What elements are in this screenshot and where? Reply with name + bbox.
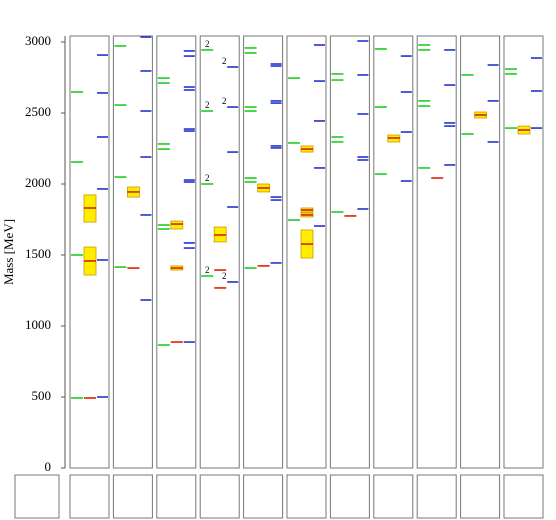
panel bbox=[329, 35, 370, 469]
y-tick-label: 1500 bbox=[25, 246, 51, 261]
empty-box bbox=[112, 474, 153, 519]
panel bbox=[503, 35, 544, 469]
empty-box bbox=[329, 474, 370, 519]
multiplicity: 2 bbox=[222, 56, 227, 66]
panel bbox=[199, 35, 240, 469]
empty-box bbox=[156, 474, 197, 519]
error-box bbox=[170, 220, 184, 230]
multiplicity: 2 bbox=[205, 100, 210, 110]
panel bbox=[69, 35, 110, 469]
y-tick-label: 2000 bbox=[25, 175, 51, 190]
multiplicity: 2 bbox=[205, 265, 210, 275]
multiplicity: 2 bbox=[205, 173, 210, 183]
y-tick-label: 2500 bbox=[25, 104, 51, 119]
empty-box bbox=[14, 474, 60, 519]
multiplicity: 2 bbox=[222, 96, 227, 106]
empty-box bbox=[416, 474, 457, 519]
empty-box bbox=[503, 474, 544, 519]
empty-box bbox=[373, 474, 414, 519]
empty-box bbox=[460, 474, 501, 519]
y-tick-label: 0 bbox=[45, 459, 52, 474]
y-tick-label: 1000 bbox=[25, 317, 51, 332]
empty-box bbox=[199, 474, 240, 519]
panel bbox=[156, 35, 197, 469]
panel bbox=[460, 35, 501, 469]
empty-box bbox=[243, 474, 284, 519]
panel bbox=[286, 35, 327, 469]
empty-box bbox=[69, 474, 110, 519]
panel bbox=[243, 35, 284, 469]
multiplicity: 2 bbox=[222, 271, 227, 281]
panel bbox=[112, 35, 153, 469]
panel bbox=[416, 35, 457, 469]
empty-box bbox=[286, 474, 327, 519]
y-tick-label: 500 bbox=[32, 388, 52, 403]
multiplicity: 2 bbox=[205, 39, 210, 49]
panel bbox=[373, 35, 414, 469]
y-axis-label: Mass [MeV] bbox=[1, 219, 16, 285]
y-tick-label: 3000 bbox=[25, 33, 51, 48]
